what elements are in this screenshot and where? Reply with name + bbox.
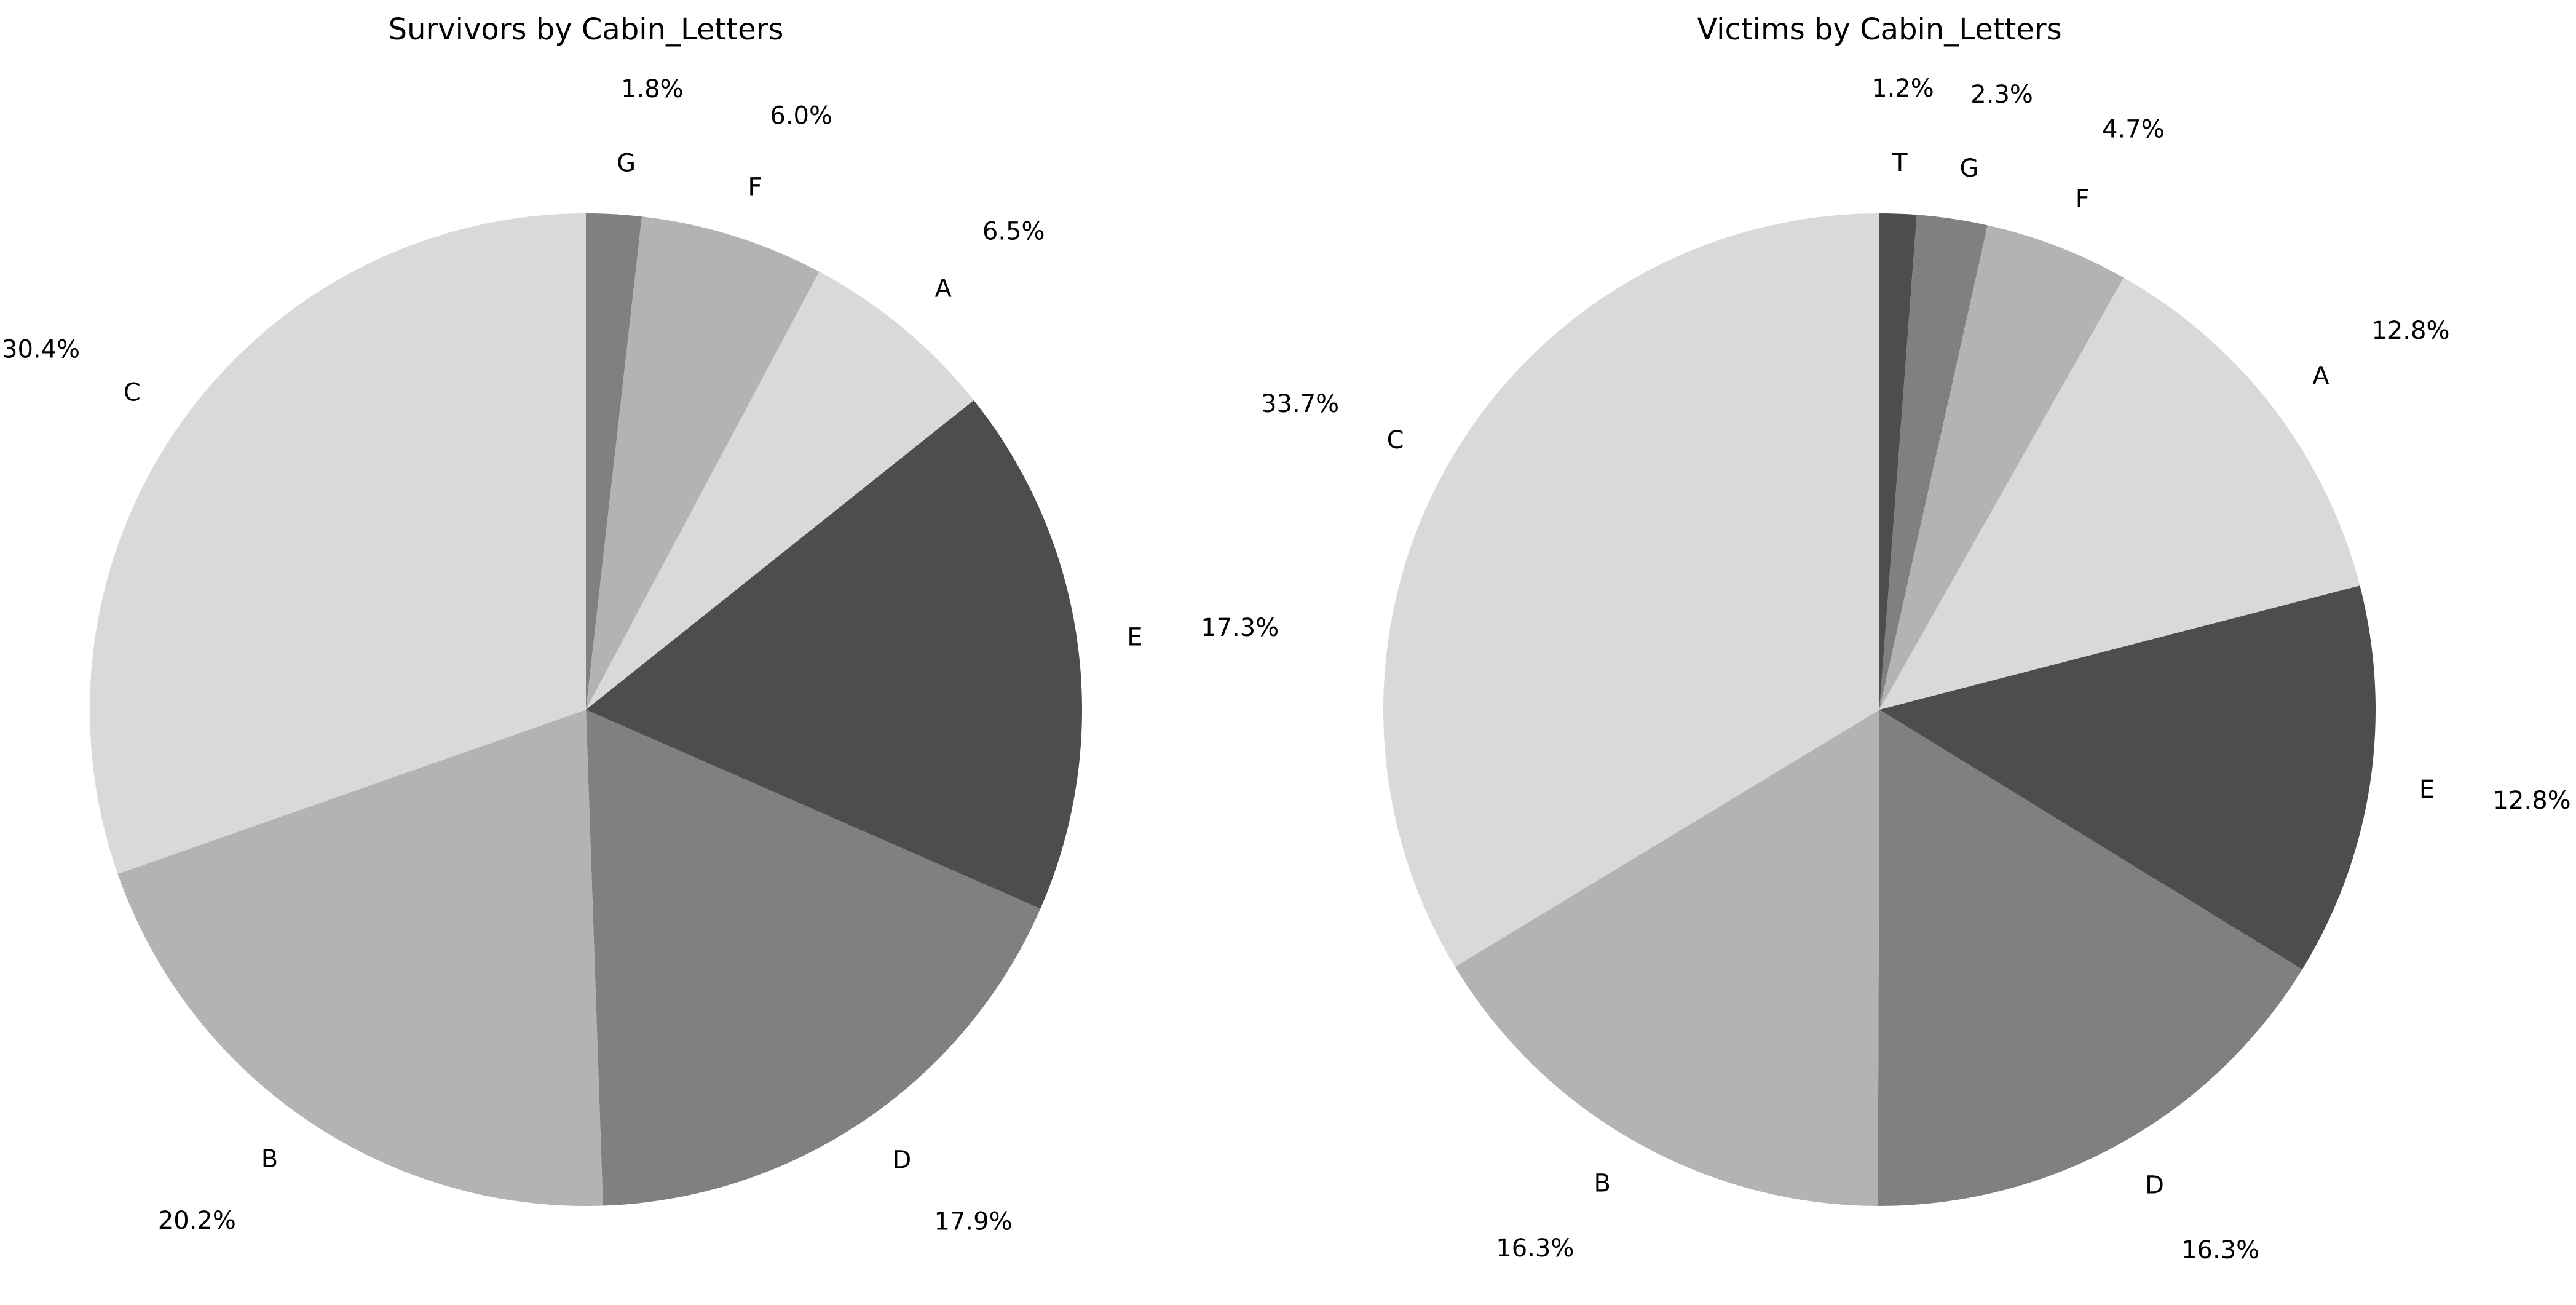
survivors-slice-label-a: A [935,274,952,303]
victims-pct-label-a: 12.8% [2371,317,2449,345]
victims-pie-chart: Victims by Cabin_Letters T 1.2% G 2.3% F 4.7%… [1261,12,2571,1264]
survivors-slice-b [117,710,603,1207]
survivors-slice-c [90,213,587,875]
survivors-slice-e [586,400,1082,909]
survivors-pct-label-f: 6.0% [770,102,832,130]
victims-pct-label-g: 2.3% [1970,81,2033,109]
survivors-slices [90,213,1082,1207]
victims-slice-f [1879,225,2124,710]
survivors-pct-label-b: 20.2% [158,1207,236,1235]
victims-slice-e [1879,585,2376,970]
victims-slice-t [1879,213,1917,710]
survivors-slice-f [586,216,820,710]
victims-slice-label-e: E [2419,775,2435,804]
victims-slice-g [1879,215,1988,710]
survivors-pct-label-d: 17.9% [934,1208,1013,1236]
survivors-slice-label-b: B [261,1145,278,1173]
survivors-slice-label-g: G [617,149,636,178]
victims-slice-label-f: F [2076,185,2090,213]
victims-chart-title: Victims by Cabin_Letters [1697,12,2061,47]
victims-slice-b [1455,710,1879,1206]
victims-pct-label-f: 4.7% [2102,116,2165,144]
survivors-slice-a [586,271,974,710]
survivors-pct-label-g: 1.8% [621,75,684,103]
victims-slice-label-c: C [1387,426,1404,454]
survivors-pct-label-c: 30.4% [2,336,80,364]
survivors-slice-label-e: E [1127,624,1142,652]
survivors-slice-label-c: C [124,379,141,407]
victims-pct-label-t: 1.2% [1871,74,1934,103]
victims-pct-label-e: 12.8% [2493,787,2571,815]
survivors-pct-label-e: 17.3% [1201,614,1279,642]
victims-pct-label-d: 16.3% [2181,1236,2259,1264]
victims-slices [1383,213,2376,1207]
victims-slice-label-d: D [2145,1171,2164,1199]
survivors-slice-label-f: F [748,173,762,201]
victims-slice-label-a: A [2312,362,2329,391]
survivors-slice-d [586,710,1041,1206]
survivors-labels: G 1.8% F 6.0% A 6.5% E 17.3% D 17.9% B 20.2% C 30.4% [2,75,1279,1236]
victims-slice-d [1878,710,2302,1207]
survivors-pie-chart: Survivors by Cabin_Letters G 1.8% F 6.0% A 6.… [2,12,1279,1236]
victims-slice-label-t: T [1892,149,1908,177]
victims-slice-label-g: G [1960,154,1979,183]
victims-slice-a [1879,277,2360,710]
survivors-slice-g [586,213,642,710]
victims-pct-label-b: 16.3% [1496,1234,1574,1263]
victims-labels: T 1.2% G 2.3% F 4.7% A 12.8% E 12.8% D 16.3% B 16.3% C… [1261,74,2571,1264]
victims-pct-label-c: 33.7% [1261,390,1339,418]
survivors-pct-label-a: 6.5% [982,217,1045,245]
survivors-slice-label-d: D [893,1146,912,1175]
victims-slice-label-b: B [1594,1170,1611,1198]
survivors-chart-title: Survivors by Cabin_Letters [389,12,784,47]
victims-slice-c [1383,213,1879,967]
